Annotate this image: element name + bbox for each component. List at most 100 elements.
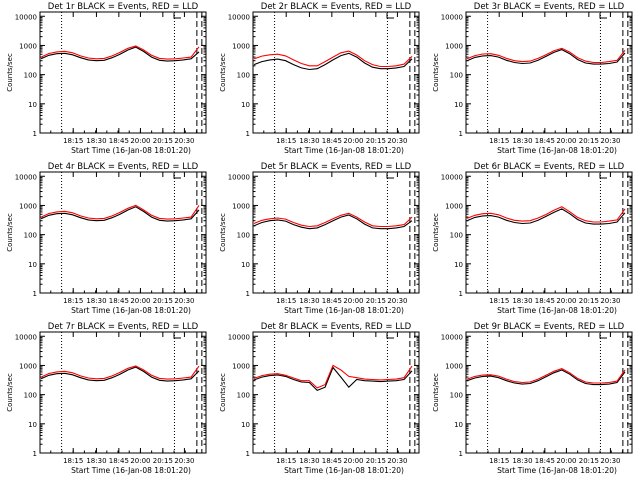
legend-marker xyxy=(599,333,607,339)
plot-frame xyxy=(252,11,420,134)
y-tick-label: 1 xyxy=(246,290,250,298)
x-tick-label: 20:30 xyxy=(174,457,194,465)
x-tick-label: 18:30 xyxy=(299,297,319,305)
x-tick-label: 18:30 xyxy=(512,297,532,305)
y-tick-label: 100 xyxy=(237,72,250,80)
x-tick-label: 20:00 xyxy=(130,457,150,465)
y-axis-label: Counts/sec xyxy=(432,213,440,252)
x-tick-label: 18:15 xyxy=(276,137,296,145)
x-axis-label: Start Time (16-Jan-08 18:01:20) xyxy=(284,306,404,315)
y-tick-label: 10 xyxy=(28,261,37,269)
chart-title: Det 5r BLACK = Events, RED = LLD xyxy=(261,162,412,172)
y-tick-label: 100 xyxy=(24,232,37,240)
x-tick-label: 20:00 xyxy=(343,457,363,465)
plot-frame xyxy=(252,331,420,454)
y-tick-label: 100 xyxy=(24,392,37,400)
y-tick-label: 10 xyxy=(454,261,463,269)
x-axis-label: Start Time (16-Jan-08 18:01:20) xyxy=(71,146,191,155)
events-line xyxy=(40,206,200,222)
y-tick-label: 1 xyxy=(459,450,463,458)
legend-marker xyxy=(599,13,607,19)
x-tick-label: 20:15 xyxy=(366,297,386,305)
x-tick-label: 18:45 xyxy=(109,457,129,465)
x-tick-label: 18:15 xyxy=(276,297,296,305)
x-axis-label: Start Time (16-Jan-08 18:01:20) xyxy=(497,466,617,475)
y-tick-label: 10000 xyxy=(15,173,37,181)
y-tick-label: 10 xyxy=(454,101,463,109)
x-tick-label: 18:15 xyxy=(276,457,296,465)
x-tick-label: 18:30 xyxy=(512,457,532,465)
plot-frame xyxy=(465,11,633,134)
y-tick-label: 10 xyxy=(454,421,463,429)
chart-title: Det 1r BLACK = Events, RED = LLD xyxy=(48,2,199,12)
chart-title: Det 6r BLACK = Events, RED = LLD xyxy=(474,162,625,172)
chart-panel-det8: Det 8r BLACK = Events, RED = LLD 1 10 100 10… xyxy=(219,322,420,475)
plot-frame xyxy=(39,331,207,454)
x-tick-label: 18:45 xyxy=(535,297,555,305)
y-tick-label: 1000 xyxy=(19,42,37,50)
chart-title: Det 3r BLACK = Events, RED = LLD xyxy=(474,2,625,12)
x-tick-label: 18:45 xyxy=(322,297,342,305)
chart-title: Det 2r BLACK = Events, RED = LLD xyxy=(261,2,412,12)
y-tick-label: 1 xyxy=(246,130,250,138)
lld-line xyxy=(253,212,413,228)
y-tick-label: 10 xyxy=(241,421,250,429)
x-axis-label: Start Time (16-Jan-08 18:01:20) xyxy=(71,466,191,475)
legend-marker xyxy=(173,333,181,339)
legend-marker xyxy=(599,173,607,179)
x-tick-label: 18:15 xyxy=(63,137,83,145)
x-tick-label: 18:30 xyxy=(299,137,319,145)
x-tick-label: 20:00 xyxy=(343,297,363,305)
events-line xyxy=(253,366,413,392)
x-tick-label: 18:30 xyxy=(86,297,106,305)
chart-panel-det2: Det 2r BLACK = Events, RED = LLD 1 10 100 10… xyxy=(219,2,420,155)
x-tick-label: 20:00 xyxy=(130,137,150,145)
lld-line xyxy=(40,365,200,380)
y-tick-label: 100 xyxy=(24,72,37,80)
y-tick-label: 10000 xyxy=(228,13,250,21)
x-tick-label: 20:15 xyxy=(366,137,386,145)
x-tick-label: 20:15 xyxy=(153,137,173,145)
x-axis-label: Start Time (16-Jan-08 18:01:20) xyxy=(284,466,404,475)
chart-panel-det9: Det 9r BLACK = Events, RED = LLD 1 10 100 10… xyxy=(432,322,633,475)
x-tick-label: 18:45 xyxy=(109,297,129,305)
y-tick-label: 1000 xyxy=(19,202,37,210)
x-tick-label: 20:30 xyxy=(387,297,407,305)
y-axis-label: Counts/sec xyxy=(6,53,14,92)
chart-panel-det6: Det 6r BLACK = Events, RED = LLD 1 10 100 10… xyxy=(432,162,633,315)
plot-frame xyxy=(39,171,207,294)
chart-panel-det4: Det 4r BLACK = Events, RED = LLD 1 10 100 10… xyxy=(6,162,207,315)
y-tick-label: 100 xyxy=(450,232,463,240)
y-tick-label: 10 xyxy=(28,101,37,109)
y-tick-label: 10000 xyxy=(15,13,37,21)
x-tick-label: 20:15 xyxy=(579,137,599,145)
y-tick-label: 100 xyxy=(237,232,250,240)
x-tick-label: 18:45 xyxy=(535,137,555,145)
y-tick-label: 1000 xyxy=(445,362,463,370)
lld-line xyxy=(40,45,200,60)
x-tick-label: 18:30 xyxy=(299,457,319,465)
x-tick-label: 18:15 xyxy=(489,297,509,305)
y-tick-label: 10000 xyxy=(228,173,250,181)
x-tick-label: 20:30 xyxy=(174,297,194,305)
y-tick-label: 10000 xyxy=(441,173,463,181)
x-axis-label: Start Time (16-Jan-08 18:01:20) xyxy=(497,146,617,155)
y-tick-label: 100 xyxy=(450,72,463,80)
x-tick-label: 20:15 xyxy=(153,297,173,305)
y-tick-label: 1 xyxy=(459,290,463,298)
y-axis-label: Counts/sec xyxy=(219,213,227,252)
chart-panel-det1: Det 1r BLACK = Events, RED = LLD 1 10 100 10… xyxy=(6,2,207,155)
legend-marker xyxy=(386,333,394,339)
y-tick-label: 10 xyxy=(28,421,37,429)
y-tick-label: 1000 xyxy=(445,42,463,50)
x-tick-label: 20:00 xyxy=(130,297,150,305)
x-tick-label: 20:30 xyxy=(600,137,620,145)
events-line xyxy=(466,49,626,65)
x-tick-label: 20:00 xyxy=(556,297,576,305)
y-axis-label: Counts/sec xyxy=(219,53,227,92)
x-tick-label: 20:00 xyxy=(343,137,363,145)
lld-line xyxy=(253,364,413,389)
x-tick-label: 20:30 xyxy=(174,137,194,145)
y-tick-label: 10000 xyxy=(441,13,463,21)
x-tick-label: 20:15 xyxy=(153,457,173,465)
